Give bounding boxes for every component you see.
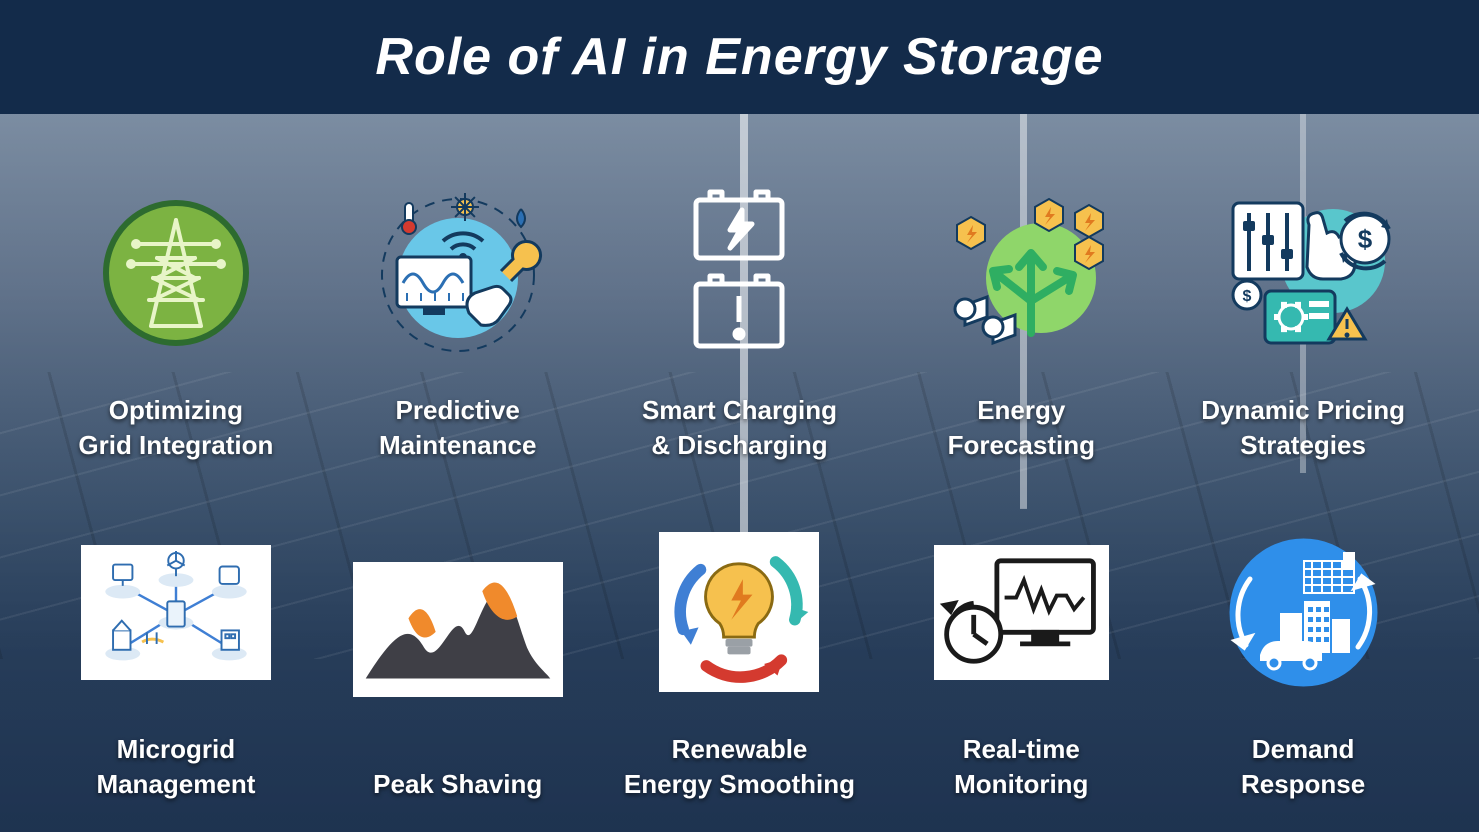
info-cell-grid-integration: Optimizing Grid Integration xyxy=(50,154,302,463)
svg-text:$: $ xyxy=(1358,224,1373,254)
dynamic-pricing-icon: $ $ xyxy=(1177,154,1429,393)
realtime-monitoring-icon xyxy=(895,493,1147,732)
info-label: Smart Charging & Discharging xyxy=(642,393,837,463)
info-label: Peak Shaving xyxy=(373,767,542,802)
info-cell-demand-response: Demand Response xyxy=(1177,493,1429,802)
info-cell-renewable-smoothing: Renewable Energy Smoothing xyxy=(614,493,866,802)
info-cell-microgrid: Microgrid Management xyxy=(50,493,302,802)
info-label: Energy Forecasting xyxy=(948,393,1095,463)
page-title: Role of AI in Energy Storage xyxy=(375,27,1103,87)
infographic-grid: Optimizing Grid Integration Predictive M… xyxy=(0,114,1479,832)
microgrid-icon xyxy=(50,493,302,732)
info-label: Renewable Energy Smoothing xyxy=(624,732,855,802)
info-label: Optimizing Grid Integration xyxy=(78,393,273,463)
info-cell-predictive-maintenance: Predictive Maintenance xyxy=(332,154,584,463)
smart-charging-icon xyxy=(614,154,866,393)
grid-integration-icon xyxy=(50,154,302,393)
svg-text:$: $ xyxy=(1243,288,1252,305)
info-label: Microgrid Management xyxy=(96,732,255,802)
info-label: Demand Response xyxy=(1241,732,1365,802)
info-cell-smart-charging: Smart Charging & Discharging xyxy=(614,154,866,463)
info-cell-realtime-monitoring: Real-time Monitoring xyxy=(895,493,1147,802)
content-area: Optimizing Grid Integration Predictive M… xyxy=(0,114,1479,832)
info-label: Dynamic Pricing Strategies xyxy=(1201,393,1405,463)
info-label: Predictive Maintenance xyxy=(379,393,537,463)
energy-forecasting-icon xyxy=(895,154,1147,393)
demand-response-icon xyxy=(1177,493,1429,732)
info-cell-peak-shaving: Peak Shaving xyxy=(332,493,584,802)
renewable-smoothing-icon xyxy=(614,493,866,732)
info-cell-dynamic-pricing: $ $ Dynamic Pricing Strategies xyxy=(1177,154,1429,463)
predictive-maintenance-icon xyxy=(332,154,584,393)
info-cell-energy-forecasting: Energy Forecasting xyxy=(895,154,1147,463)
info-label: Real-time Monitoring xyxy=(954,732,1088,802)
peak-shaving-icon xyxy=(332,493,584,767)
header-bar: Role of AI in Energy Storage xyxy=(0,0,1479,114)
